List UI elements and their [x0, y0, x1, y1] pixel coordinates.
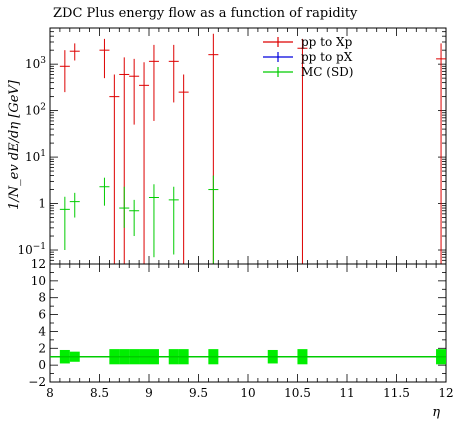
- series-pp-to-xp: [59, 33, 447, 264]
- ratio-y-tick-label: −2: [28, 375, 46, 389]
- x-tick-label: 8: [46, 386, 54, 400]
- ratio-y-tick-label: 6: [38, 308, 46, 322]
- x-tick-label: 8.5: [90, 386, 109, 400]
- x-tick-label: 9: [145, 386, 153, 400]
- x-tick-label: 11: [339, 386, 354, 400]
- x-tick-label: 10: [240, 386, 255, 400]
- y-tick-label: 103: [25, 56, 46, 71]
- x-axis-label: η: [432, 405, 440, 420]
- ratio-y-tick-label: 2: [38, 341, 46, 355]
- main-plot-frame: [49, 27, 447, 265]
- ratio-y-tick-label: 8: [38, 291, 46, 305]
- ratio-y-tick-label: 4: [38, 324, 46, 338]
- y-tick-label: 101: [25, 149, 46, 164]
- y-tick-label: 102: [25, 103, 46, 118]
- ratio-y-tick-label: 12: [31, 257, 46, 271]
- x-tick-label: 12: [438, 386, 453, 400]
- y-tick-label: 1: [38, 197, 46, 211]
- chart-title: ZDC Plus energy flow as a function of ra…: [53, 6, 358, 21]
- legend-entry: pp to Xp: [301, 35, 353, 49]
- series-mc-(sd): [59, 175, 219, 264]
- x-tick-label: 10.5: [284, 386, 311, 400]
- y-axis-label: 1/N_ev dE/dη [GeV]: [7, 79, 22, 210]
- legend-entry: MC (SD): [301, 65, 354, 79]
- x-tick-label: 11.5: [383, 386, 410, 400]
- y-tick-label: 10−1: [17, 242, 46, 257]
- legend-entry: pp to pX: [301, 50, 353, 64]
- ratio-y-tick-label: 10: [31, 274, 46, 288]
- ratio-y-tick-label: 0: [38, 358, 46, 372]
- x-tick-label: 9.5: [189, 386, 208, 400]
